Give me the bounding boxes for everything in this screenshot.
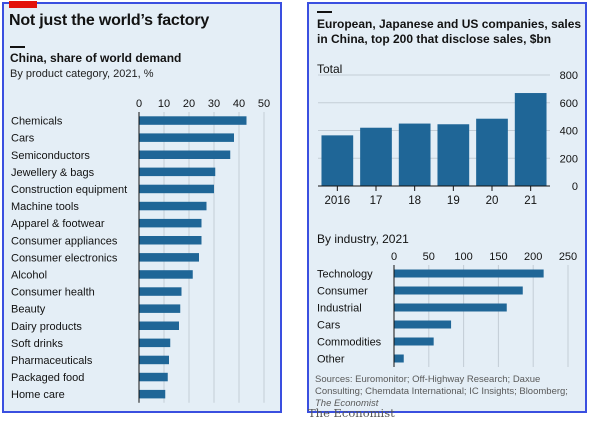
x-tick-label: 0 <box>136 98 142 110</box>
bar <box>139 167 216 177</box>
bar <box>139 150 231 159</box>
bar <box>139 184 214 194</box>
left-chart-note: By product category, 2021, % <box>10 68 154 80</box>
bar <box>476 118 508 186</box>
right-panel <box>307 2 587 413</box>
y-tick-label: 0 <box>572 181 578 193</box>
bar <box>394 303 507 312</box>
category-label: Dairy products <box>11 321 82 333</box>
bar <box>139 389 166 399</box>
source-italic: The Economist <box>315 398 379 409</box>
y-tick-label: 200 <box>560 153 578 165</box>
bar <box>514 93 547 186</box>
economist-logo: The Economist <box>308 406 395 420</box>
category-label: Apparel & footwear <box>11 218 105 230</box>
category-label: Beauty <box>11 304 46 316</box>
bar <box>394 269 544 278</box>
category-label: Home care <box>11 389 65 401</box>
bar <box>139 321 179 330</box>
economist-red-tag <box>9 1 37 8</box>
category-label: Cars <box>11 133 35 145</box>
industry-chart-label: By industry, 2021 <box>317 232 409 246</box>
category-label: Commodities <box>317 337 382 349</box>
x-tick-label: 0 <box>391 251 397 263</box>
category-label: Cars <box>317 320 341 332</box>
bar <box>437 124 470 186</box>
bar <box>139 201 207 211</box>
category-label: Machine tools <box>11 201 79 213</box>
category-label: Construction equipment <box>11 184 127 196</box>
y-tick-label: 600 <box>560 98 578 110</box>
x-tick-label: 2016 <box>325 195 351 207</box>
y-tick-label: 800 <box>560 70 578 82</box>
source-text: Sources: Euromonitor; Off-Highway Resear… <box>315 374 568 397</box>
category-label: Consumer appliances <box>11 235 118 247</box>
category-label: Soft drinks <box>11 338 63 350</box>
bar <box>139 338 171 348</box>
x-tick-label: 21 <box>524 195 537 207</box>
x-tick-label: 50 <box>258 98 270 110</box>
x-tick-label: 100 <box>454 251 472 263</box>
x-tick-label: 17 <box>370 195 383 207</box>
source-note: Sources: Euromonitor; Off-Highway Resear… <box>315 374 585 410</box>
x-tick-label: 20 <box>486 195 499 207</box>
x-tick-label: 150 <box>489 251 507 263</box>
bar <box>139 116 247 125</box>
x-tick-label: 30 <box>208 98 220 110</box>
y-tick-label: 400 <box>560 126 578 138</box>
bar <box>139 253 199 262</box>
x-tick-label: 10 <box>158 98 170 110</box>
bar <box>394 320 452 329</box>
category-label: Jewellery & bags <box>11 167 95 179</box>
category-label: Consumer <box>317 286 368 298</box>
x-tick-label: 40 <box>233 98 245 110</box>
headline: Not just the world’s factory <box>9 12 210 29</box>
bar <box>139 236 202 245</box>
category-label: Industrial <box>317 303 362 315</box>
category-label: Packaged food <box>11 372 84 384</box>
bar <box>139 133 234 142</box>
x-tick-label: 50 <box>423 251 435 263</box>
right-title-rule <box>317 11 332 13</box>
bar <box>139 355 169 365</box>
bar <box>394 286 523 295</box>
bar <box>394 354 404 363</box>
bar <box>139 304 181 313</box>
bar <box>360 127 392 186</box>
category-label: Other <box>317 354 345 366</box>
x-tick-label: 19 <box>447 195 460 207</box>
category-label: Consumer health <box>11 287 95 299</box>
bar <box>139 270 193 279</box>
category-label: Pharmaceuticals <box>11 355 93 367</box>
x-tick-label: 20 <box>183 98 195 110</box>
category-label: Alcohol <box>11 269 47 281</box>
bar <box>398 123 431 186</box>
x-tick-label: 250 <box>559 251 577 263</box>
category-label: Technology <box>317 269 373 281</box>
bar <box>139 218 202 228</box>
left-chart-title: China, share of world demand <box>10 51 182 65</box>
right-chart-title-line1: European, Japanese and US companies, sal… <box>317 17 582 31</box>
bar <box>139 372 168 382</box>
bar <box>321 135 354 186</box>
total-chart-label: Total <box>317 62 343 76</box>
category-label: Chemicals <box>11 116 63 128</box>
bar <box>394 337 434 346</box>
right-chart-title-line2: in China, top 200 that disclose sales, $… <box>317 32 552 46</box>
left-title-rule <box>10 46 25 48</box>
category-label: Consumer electronics <box>11 252 118 264</box>
x-tick-label: 18 <box>408 195 421 207</box>
bar <box>139 287 182 296</box>
category-label: Semiconductors <box>11 150 90 162</box>
x-tick-label: 200 <box>524 251 542 263</box>
